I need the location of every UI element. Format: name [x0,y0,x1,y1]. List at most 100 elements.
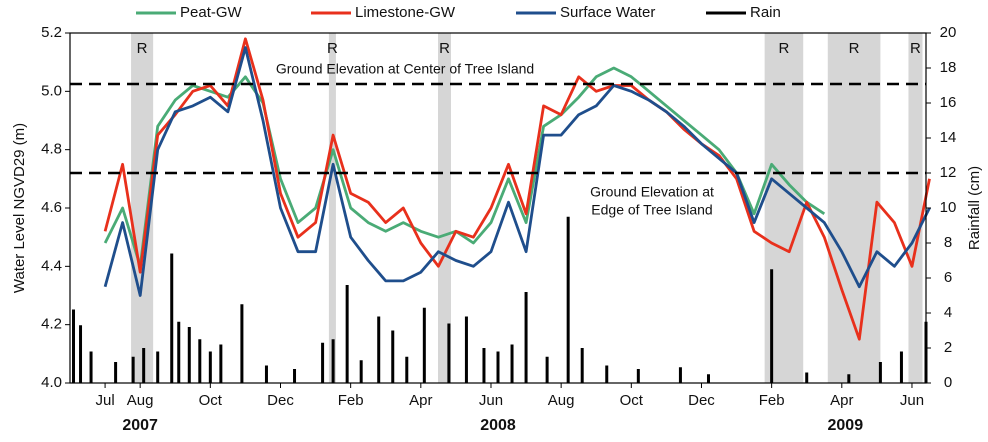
series-line [103,37,931,341]
rain-bar [524,292,528,383]
region-label: R [137,40,148,57]
rain-bar [359,360,363,383]
rain-bar [170,253,174,383]
y2-tick-label: 8 [944,234,952,251]
region-label: R [327,40,338,57]
rain-bar [510,344,514,383]
y2-tick-label: 18 [940,59,957,76]
y2-tick-label: 10 [940,199,957,216]
y-tick-label: 4.8 [41,141,62,158]
x-tick-label: Feb [759,392,785,409]
legend-label: Limestone-GW [355,4,456,21]
rain-bar [293,369,297,383]
rain-bar [208,351,212,383]
rain-bar [345,285,349,383]
region-label: R [910,40,921,57]
x-tick-label: Oct [199,392,223,409]
shaded-region [438,33,451,383]
rain-bar [878,362,882,383]
y-tick-label: 4.6 [41,199,62,216]
rain-bar [131,356,135,383]
y2-tick-label: 0 [944,374,952,391]
rain-bar [496,351,500,383]
rain-bar [219,344,223,383]
rain-bar [566,216,570,383]
x-tick-label: Dec [267,392,294,409]
rain-bar [847,374,851,383]
rain-bar [377,316,381,383]
y-tick-label: 4.2 [41,316,62,333]
rain-bar [240,304,244,383]
shaded-region [827,33,881,383]
y2-tick-label: 20 [940,24,957,41]
x-tick-label: Apr [830,392,853,409]
rain-bar [264,365,268,383]
year-label: 2007 [122,417,158,434]
x-tick-label: Aug [548,392,575,409]
rain-bar [391,330,395,383]
legend-label: Surface Water [560,4,655,21]
series-line [103,46,931,297]
year-label: 2008 [480,417,516,434]
y-tick-label: 5.0 [41,82,62,99]
rain-bar [464,316,468,383]
legend-label: Rain [750,4,781,21]
y2-tick-label: 14 [940,129,957,146]
rain-bar [805,372,809,383]
reference-label: Edge of Tree Island [591,202,712,218]
series-line [103,66,826,268]
y-axis-label: Water Level NGVD29 (m) [11,123,28,293]
rain-bar [187,327,191,383]
rain-bar [447,323,451,383]
rain-bar [331,339,335,383]
y-tick-label: 5.2 [41,24,62,41]
rain-bar [706,374,710,383]
y2-tick-label: 2 [944,339,952,356]
rain-bar [177,321,181,383]
rain-bar [198,339,202,383]
rain-bar [636,369,640,383]
rain-bar [89,351,93,383]
y-tick-label: 4.0 [41,374,62,391]
rain-bar [405,356,409,383]
rain-bar [545,356,549,383]
reference-label: Ground Elevation at [590,184,714,200]
rain-bar [114,362,118,383]
x-tick-label: Aug [127,392,154,409]
rain-bar [79,325,83,383]
x-tick-label: Dec [688,392,715,409]
rain-bar [580,348,584,383]
legend-label: Peat-GW [180,4,243,21]
shaded-region [131,33,154,383]
rain-bar [605,365,609,383]
rain-bar [422,307,426,383]
shaded-region [908,33,923,383]
y2-axis-label: Rainfall (cm) [966,166,983,250]
x-tick-label: Feb [338,392,364,409]
y-tick-label: 4.4 [41,257,62,274]
y2-tick-label: 4 [944,304,952,321]
region-label: R [778,40,789,57]
reference-label: Ground Elevation at Center of Tree Islan… [276,61,534,77]
x-tick-label: Oct [620,392,644,409]
rain-bar [770,269,774,383]
region-label: R [439,40,450,57]
year-label: 2009 [828,417,864,434]
x-tick-label: Jun [900,392,924,409]
rain-bar [899,351,903,383]
x-tick-label: Apr [409,392,432,409]
y2-tick-label: 16 [940,94,957,111]
x-tick-label: Jun [479,392,503,409]
rain-bar [321,342,325,383]
rain-bar [482,348,486,383]
rain-bar [678,367,682,383]
rain-bar [156,351,160,383]
rain-bar [142,348,146,383]
rain-bar [72,309,76,383]
shaded-region [328,33,336,383]
y2-tick-label: 12 [940,164,957,181]
region-label: R [849,40,860,57]
x-tick-label: Jul [95,392,114,409]
y2-tick-label: 6 [944,269,952,286]
